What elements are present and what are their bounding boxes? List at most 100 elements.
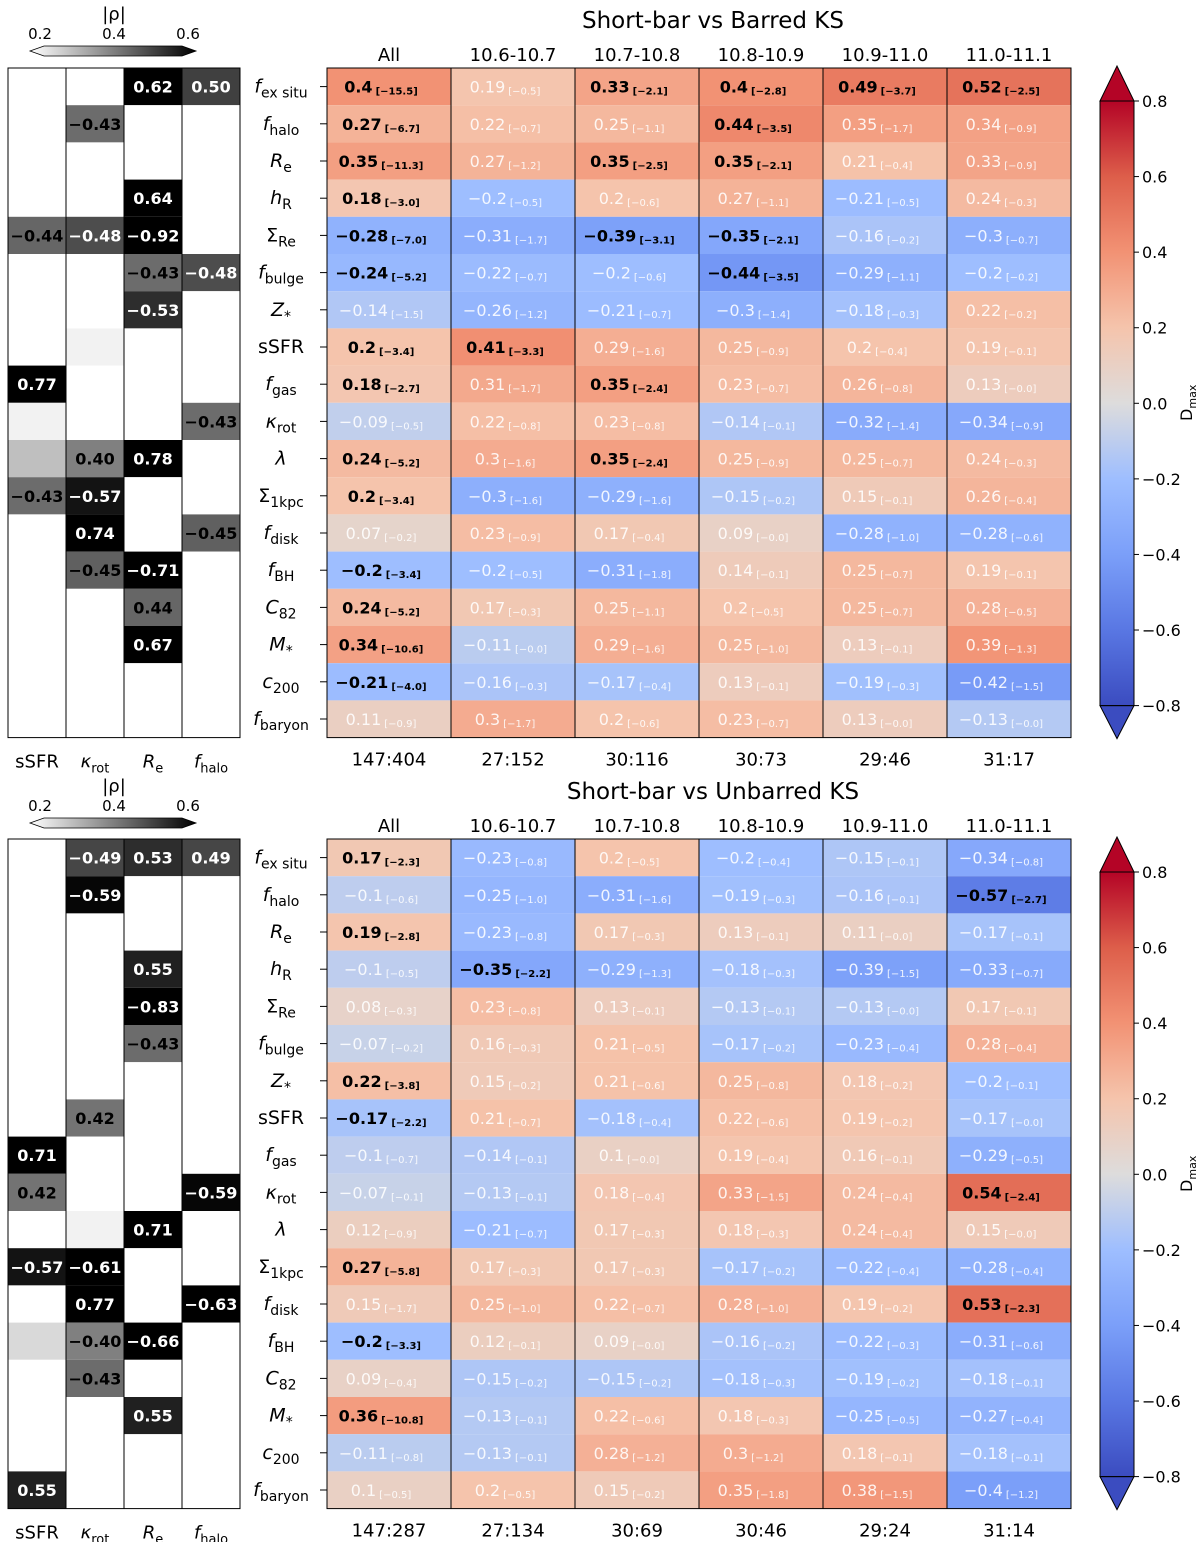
cell-logp: −5.8 xyxy=(389,1267,415,1278)
row-label: fgas xyxy=(265,1144,296,1170)
heatmap-cell-label: 0.28 [−1.2] xyxy=(594,1444,665,1464)
row-label-main: Σ xyxy=(258,485,270,507)
cell-bracket-close: ] xyxy=(908,607,912,618)
cell-bracket-open: [ xyxy=(515,1192,519,1203)
cell-bracket-open: [ xyxy=(758,858,762,869)
cell-value: −0.2 xyxy=(468,561,507,580)
cell-bracket-close: ] xyxy=(1035,87,1040,98)
cell-value: −0.15 xyxy=(711,487,760,506)
cell-bracket-open: [ xyxy=(385,198,390,209)
colorbar-tick-label: 0.6 xyxy=(1142,939,1167,958)
corr-cell-label: −0.43 xyxy=(69,1369,122,1388)
cell-value: 0.23 xyxy=(470,997,506,1016)
cell-logp: −0.6 xyxy=(636,1081,660,1092)
cell-bracket-close: ] xyxy=(1039,1118,1043,1129)
corr-column-label-sub: halo xyxy=(200,762,228,777)
heatmap-cell xyxy=(699,1025,823,1063)
cell-bracket-open: [ xyxy=(379,496,384,507)
cell-bracket-close: ] xyxy=(414,969,418,980)
cell-value: −0.29 xyxy=(587,960,636,979)
cell-bracket-open: [ xyxy=(1004,347,1008,358)
cell-logp: −1.6 xyxy=(507,459,531,470)
heatmap-cell-label: 0.38 [−1.5] xyxy=(842,1481,913,1501)
cell-bracket-close: ] xyxy=(915,421,919,432)
heatmap-cell-label: 0.49 [−3.7] xyxy=(838,78,916,98)
cell-bracket-open: [ xyxy=(627,198,631,209)
cell-bracket-close: ] xyxy=(1034,273,1038,284)
corr-scale-tick: 0.4 xyxy=(102,797,126,815)
row-label: fBH xyxy=(268,559,295,585)
cell-bracket-close: ] xyxy=(908,1304,912,1315)
cell-value: 0.54 xyxy=(962,1183,1001,1202)
cell-logp: −2.1 xyxy=(768,235,794,246)
cell-bracket-open: [ xyxy=(508,87,512,98)
cell-bracket-close: ] xyxy=(784,932,788,943)
heatmap-cell xyxy=(823,1322,947,1360)
corr-cell xyxy=(182,1248,240,1286)
cell-value: −0.32 xyxy=(835,412,884,431)
cell-bracket-open: [ xyxy=(1011,1453,1015,1464)
cell-bracket-open: [ xyxy=(1011,858,1015,869)
cell-logp: −3.4 xyxy=(390,570,416,581)
cell-bracket-close: ] xyxy=(536,1341,540,1352)
cell-bracket-open: [ xyxy=(757,124,762,135)
cell-value: 0.13 xyxy=(842,636,878,655)
cell-bracket-close: ] xyxy=(784,533,788,544)
cell-logp: −0.4 xyxy=(762,858,786,869)
heatmap-cell xyxy=(823,913,947,951)
cell-logp: −0.0 xyxy=(1015,719,1039,730)
cell-bracket-open: [ xyxy=(515,1416,519,1427)
heatmap-cell-label: 0.35 [−2.5] xyxy=(590,152,668,172)
corr-cell-label: −0.43 xyxy=(185,412,238,431)
heatmap-cell-label: 0.27 [−5.8] xyxy=(342,1258,420,1278)
corr-cell-label: −0.71 xyxy=(127,561,180,580)
heatmap-cell xyxy=(947,1322,1071,1360)
cell-value: −0.35 xyxy=(707,226,760,245)
heatmap-cell xyxy=(699,179,823,217)
heatmap-cell xyxy=(575,987,699,1025)
heatmap-cell-label: −0.18 [−0.1] xyxy=(959,1369,1043,1389)
row-label: Re xyxy=(270,921,292,947)
cell-bracket-open: [ xyxy=(763,895,767,906)
corr-cell xyxy=(182,1397,240,1435)
cell-bracket-close: ] xyxy=(419,1453,423,1464)
cell-value: −0.15 xyxy=(463,1369,512,1388)
cell-value: −0.2 xyxy=(716,849,755,868)
cell-bracket-open: [ xyxy=(391,273,396,284)
heatmap-cell-label: −0.16 [−0.1] xyxy=(835,886,919,906)
heatmap-cell xyxy=(451,105,575,143)
cell-logp: −0.3 xyxy=(512,607,536,618)
heatmap-cell xyxy=(327,1322,451,1360)
heatmap-cell-label: 0.35 [−11.3] xyxy=(339,152,424,172)
cell-value: 0.28 xyxy=(594,1444,630,1463)
corr-cell xyxy=(66,1322,124,1360)
heatmap-cell-label: 0.1 [−0.0] xyxy=(599,1146,660,1166)
heatmap-cell-label: 0.23 [−0.7] xyxy=(718,375,789,395)
cell-logp: −0.1 xyxy=(1010,1081,1034,1092)
cell-bracket-close: ] xyxy=(1032,1006,1036,1017)
cell-bracket-open: [ xyxy=(632,1267,636,1278)
corr-cell xyxy=(8,1471,66,1509)
cell-value: −0.17 xyxy=(335,1109,388,1128)
cell-bracket-open: [ xyxy=(391,1118,396,1129)
heatmap-cell xyxy=(451,1136,575,1174)
cell-bracket-close: ] xyxy=(1039,858,1043,869)
cell-bracket-open: [ xyxy=(381,645,386,656)
heatmap-cell-label: 0.27 [−1.1] xyxy=(718,189,789,209)
heatmap-cell-label: −0.28 [−1.0] xyxy=(835,524,919,544)
corr-cell xyxy=(66,1062,124,1100)
heatmap-cell-label: 0.27 [−1.2] xyxy=(470,152,541,172)
heatmap-cell xyxy=(575,1025,699,1063)
cell-bracket-close: ] xyxy=(667,570,671,581)
heatmap-cell-label: 0.2 [−0.4] xyxy=(847,338,908,358)
row-label-main: λ xyxy=(274,448,286,470)
cell-bracket-open: [ xyxy=(887,198,891,209)
cell-logp: −1.5 xyxy=(884,1490,908,1501)
corr-cell xyxy=(124,551,182,589)
heatmap-cell xyxy=(575,839,699,877)
heatmap-cell-label: −0.44 [−3.5] xyxy=(707,264,798,284)
cell-logp: −0.1 xyxy=(891,858,915,869)
cell-bracket-close: ] xyxy=(784,570,788,581)
corr-cell-label: −0.45 xyxy=(69,561,122,580)
cell-bracket-close: ] xyxy=(784,719,788,730)
